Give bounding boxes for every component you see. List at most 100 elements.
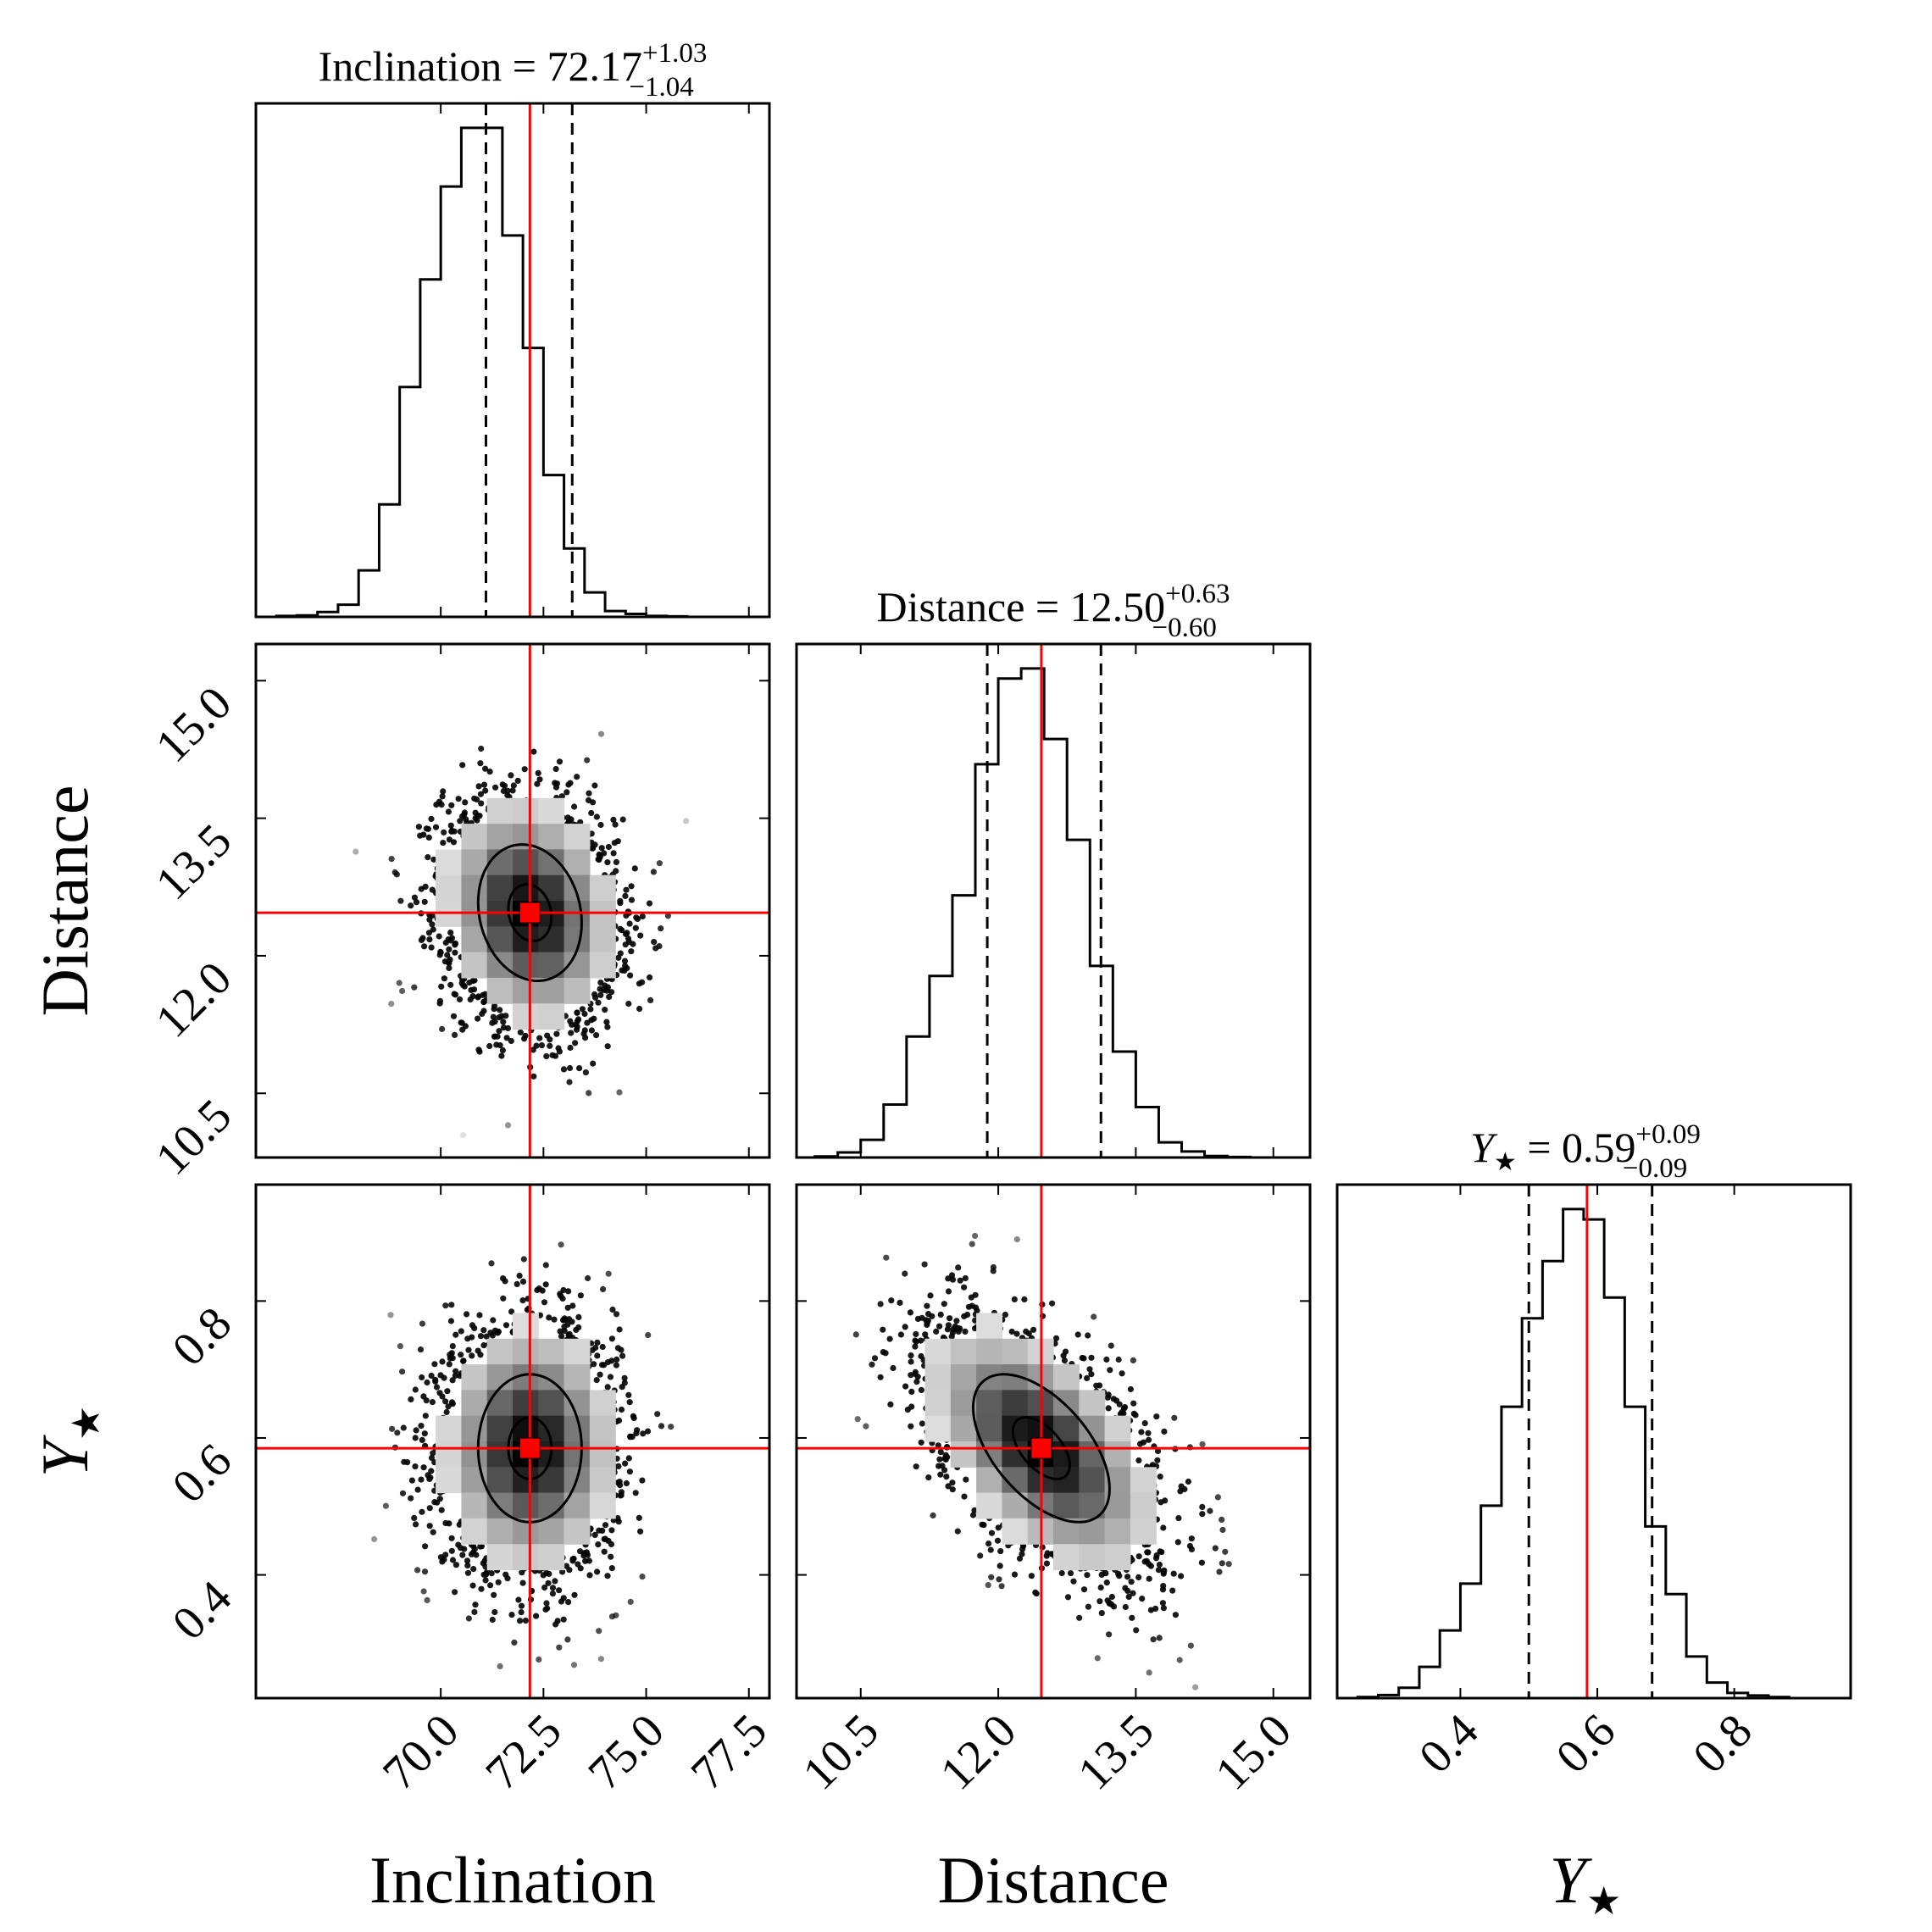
- scatter-point: [637, 1528, 644, 1535]
- scatter-point: [419, 1508, 425, 1515]
- scatter-point: [962, 1274, 969, 1282]
- scatter-point: [902, 1324, 908, 1330]
- scatter-point: [929, 1313, 935, 1319]
- scatter-point: [1124, 1574, 1131, 1580]
- scatter-point: [913, 1463, 919, 1470]
- scatter-point: [647, 997, 654, 1003]
- scatter-point: [1107, 1367, 1113, 1374]
- scatter-point: [961, 1284, 968, 1291]
- scatter-point: [439, 1025, 446, 1032]
- scatter-point: [469, 1582, 476, 1589]
- hist-step-dist: [813, 667, 1252, 1158]
- density-cell: [486, 874, 514, 902]
- scatter-point: [536, 1035, 543, 1041]
- scatter-point: [475, 813, 481, 819]
- scatter-point: [615, 1463, 622, 1469]
- scatter-point: [471, 977, 478, 984]
- scatter-point: [1116, 1401, 1123, 1407]
- scatter-point: [480, 998, 487, 1005]
- scatter-point: [552, 1578, 558, 1585]
- scatter-point: [890, 1364, 897, 1372]
- density-cell: [976, 1390, 1002, 1417]
- scatter-point: [464, 1569, 472, 1576]
- scatter-point: [1199, 1441, 1206, 1447]
- density-cell: [486, 952, 514, 979]
- scatter-point: [625, 1000, 632, 1008]
- scatter-point: [428, 1454, 436, 1461]
- scatter-point: [1076, 1614, 1083, 1621]
- density-cell: [1053, 1544, 1080, 1571]
- scatter-point: [912, 1337, 919, 1344]
- scatter-point: [471, 1324, 478, 1331]
- density-cell: [461, 1492, 488, 1519]
- scatter-point: [480, 1008, 487, 1014]
- density-cell: [1053, 1441, 1080, 1468]
- scatter-point: [580, 1030, 587, 1037]
- scatter-point: [1106, 1600, 1113, 1607]
- scatter-point: [558, 1333, 565, 1340]
- title-ystar-value: 0.59: [1562, 1124, 1636, 1171]
- scatter-point: [491, 1002, 498, 1009]
- density-cell: [486, 1338, 514, 1365]
- scatter-point: [519, 1278, 527, 1285]
- scatter-point: [593, 813, 601, 820]
- scatter-point: [631, 865, 638, 872]
- scatter-point: [1115, 1570, 1122, 1577]
- scatter-point: [465, 1615, 473, 1622]
- scatter-point: [560, 1616, 567, 1623]
- x-tick-label-ystar-0: 0.4: [1409, 1704, 1488, 1783]
- scatter-point: [924, 1319, 930, 1326]
- scatter-point: [1019, 1546, 1026, 1552]
- title-distance-plus: +0.63: [1165, 579, 1230, 609]
- scatter-point: [613, 858, 620, 866]
- scatter-point: [1019, 1551, 1025, 1557]
- scatter-point: [1074, 1331, 1081, 1338]
- scatter-point: [448, 1399, 456, 1406]
- density-cell: [461, 1518, 488, 1545]
- scatter-point: [439, 793, 446, 800]
- title-ystar-plus: +0.09: [1636, 1119, 1701, 1150]
- scatter-point: [995, 1524, 1002, 1531]
- scatter-point: [486, 769, 493, 775]
- scatter-point: [491, 1033, 498, 1040]
- density-cell: [1130, 1492, 1157, 1519]
- scatter-point: [985, 1541, 992, 1547]
- scatter-point: [1088, 1354, 1095, 1361]
- scatter-point: [634, 1427, 641, 1434]
- density-cell: [513, 977, 539, 1004]
- density-cell: [538, 824, 565, 850]
- scatter-point: [480, 1342, 487, 1349]
- scatter-point: [968, 1294, 974, 1301]
- scatter-point: [586, 797, 592, 804]
- scatter-point: [617, 1482, 624, 1489]
- scatter-point: [935, 1463, 942, 1469]
- scatter-point: [574, 1024, 580, 1030]
- scatter-point: [1147, 1563, 1154, 1569]
- scatter-point: [907, 1309, 913, 1316]
- title-ystar-sub: ★: [1494, 1148, 1517, 1176]
- y-tick-label-ystar-0: 0.4: [163, 1571, 242, 1650]
- y-tick-label-ystar-2: 0.8: [163, 1297, 242, 1376]
- scatter-point: [464, 1311, 470, 1318]
- scatter-point: [514, 777, 521, 785]
- scatter-point: [972, 1232, 979, 1240]
- scatter-point: [591, 991, 598, 998]
- scatter-point: [998, 1583, 1005, 1590]
- scatter-point: [499, 1046, 507, 1054]
- density-cell: [564, 849, 591, 876]
- scatter-point: [586, 1557, 593, 1564]
- scatter-point: [595, 856, 602, 863]
- scatter-point: [593, 1032, 600, 1039]
- scatter-point: [448, 1547, 455, 1554]
- scatter-point: [908, 1388, 915, 1395]
- scatter-point: [596, 851, 602, 858]
- scatter-point: [475, 1046, 482, 1053]
- scatter-point: [1079, 1354, 1085, 1362]
- x-axis-label-inclination: Inclination: [369, 1843, 656, 1917]
- scatter-point: [1080, 1586, 1088, 1593]
- scatter-point: [444, 1388, 451, 1395]
- scatter-point: [1105, 1405, 1112, 1412]
- scatter-point: [480, 991, 486, 998]
- scatter-point: [969, 1241, 975, 1247]
- scatter-point: [639, 1574, 646, 1580]
